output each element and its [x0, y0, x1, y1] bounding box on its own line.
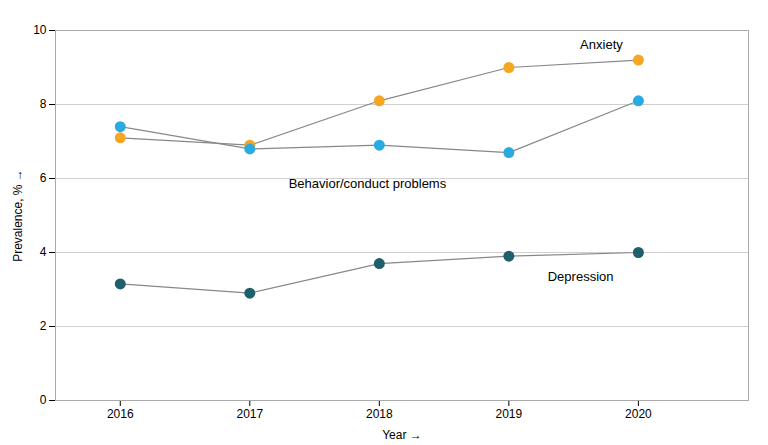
svg-text:Year →: Year →: [382, 428, 422, 442]
svg-text:0: 0: [40, 393, 47, 407]
svg-text:Anxiety: Anxiety: [580, 37, 623, 52]
svg-text:2016: 2016: [107, 407, 134, 421]
svg-text:6: 6: [40, 171, 47, 185]
svg-text:8: 8: [40, 97, 47, 111]
svg-text:10: 10: [33, 23, 47, 37]
svg-text:2020: 2020: [625, 407, 652, 421]
svg-text:Prevalence, % →: Prevalence, % →: [11, 169, 25, 262]
svg-text:2018: 2018: [366, 407, 393, 421]
svg-text:2017: 2017: [236, 407, 263, 421]
svg-text:2: 2: [40, 319, 47, 333]
svg-text:Depression: Depression: [548, 269, 614, 284]
svg-text:4: 4: [40, 245, 47, 259]
svg-text:2019: 2019: [496, 407, 523, 421]
svg-text:Behavior/conduct problems: Behavior/conduct problems: [289, 176, 447, 191]
